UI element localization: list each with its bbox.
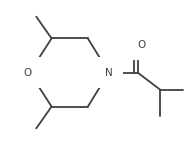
Text: O: O [23,68,32,77]
Text: O: O [137,40,146,50]
Text: N: N [105,68,113,77]
